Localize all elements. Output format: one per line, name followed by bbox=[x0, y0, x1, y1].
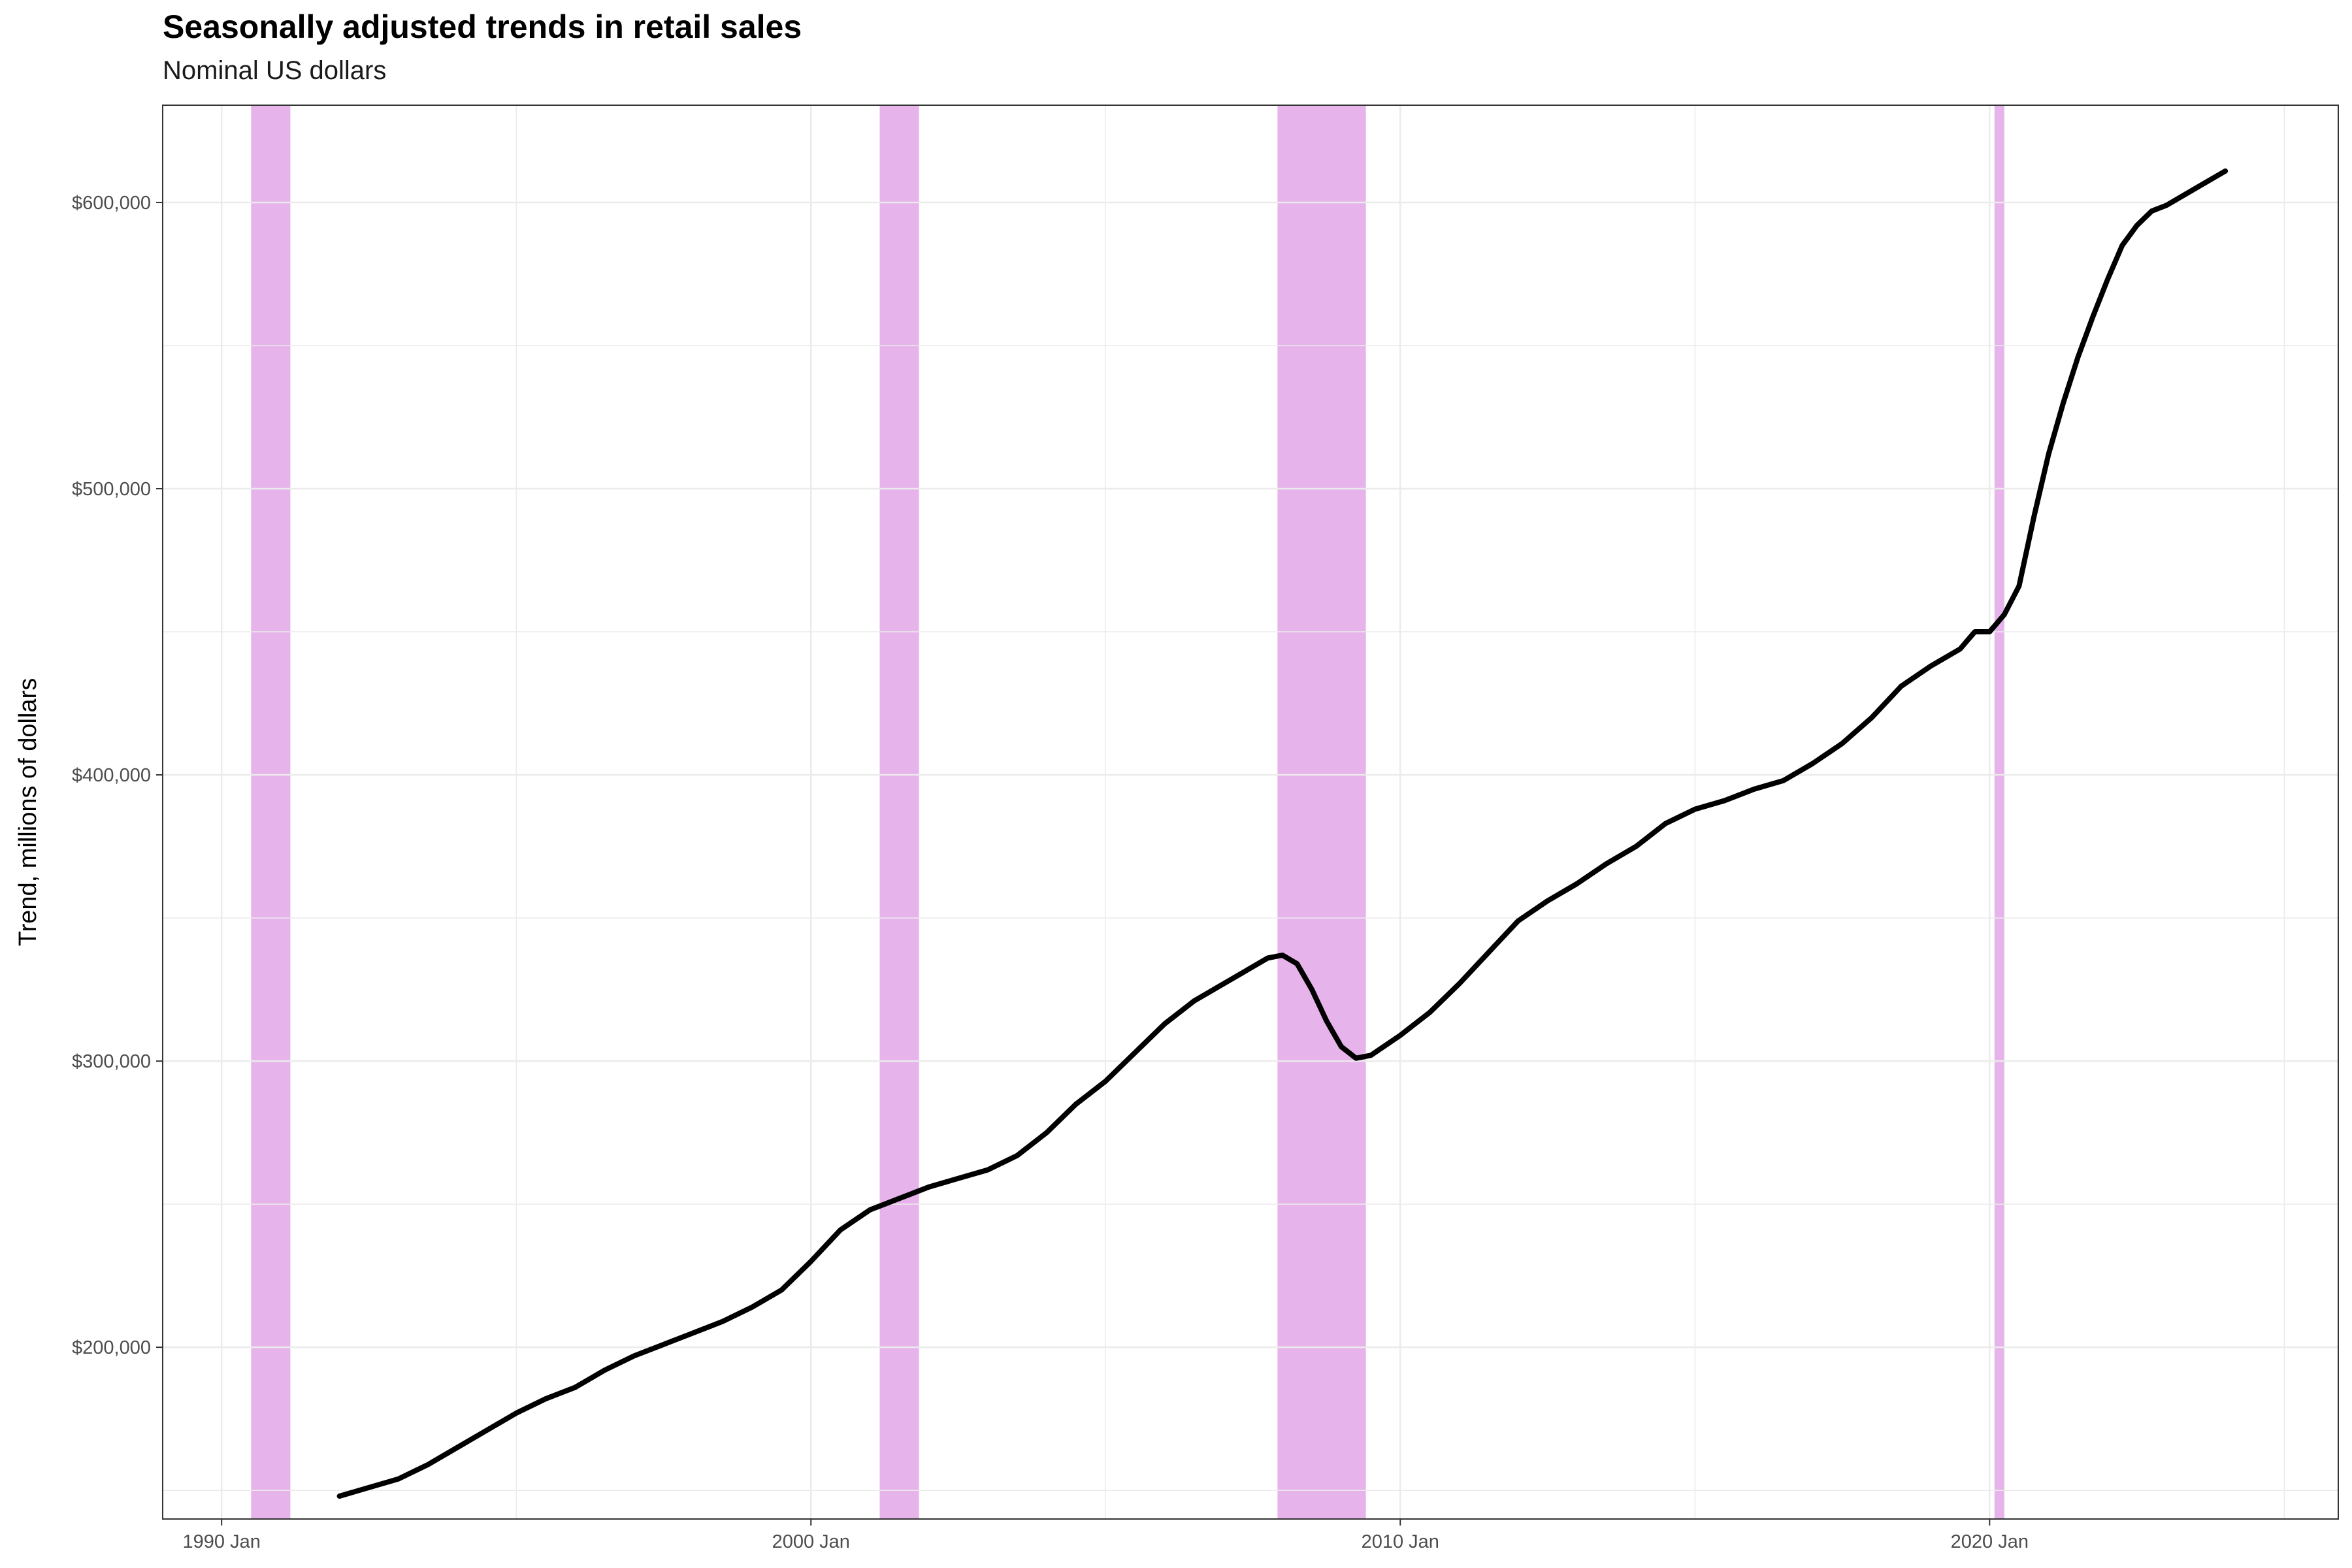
recession-band-4 bbox=[1994, 105, 2004, 1519]
recession-band-1 bbox=[251, 105, 291, 1519]
plot-background bbox=[163, 105, 2338, 1519]
y-tick-label: $400,000 bbox=[72, 765, 151, 786]
series-line-1 bbox=[336, 168, 2229, 1499]
recession-band-2 bbox=[879, 105, 919, 1519]
gridlines bbox=[163, 105, 2338, 1519]
chart-subtitle: Nominal US dollars bbox=[163, 56, 387, 85]
y-axis-title: Trend, millions of dollars bbox=[14, 678, 42, 946]
y-tick-label: $200,000 bbox=[72, 1337, 151, 1358]
x-tick-label: 2020 Jan bbox=[1951, 1531, 2029, 1552]
series-layer bbox=[336, 168, 2229, 1499]
x-tick-label: 2010 Jan bbox=[1362, 1531, 1439, 1552]
x-tick-label: 2000 Jan bbox=[772, 1531, 850, 1552]
y-tick-label: $300,000 bbox=[72, 1051, 151, 1072]
recession-bands bbox=[251, 105, 2004, 1519]
x-tick-label: 1990 Jan bbox=[183, 1531, 261, 1552]
axis-ticks: 1990 Jan 2000 Jan 2010 Jan 2020 Jan $200,000… bbox=[72, 193, 2029, 1552]
y-tick-label: $600,000 bbox=[72, 193, 151, 214]
chart-title: Seasonally adjusted trends in retail sal… bbox=[163, 8, 802, 45]
y-tick-label: $500,000 bbox=[72, 479, 151, 500]
recession-band-3 bbox=[1277, 105, 1366, 1519]
plot-border bbox=[162, 105, 2339, 1520]
